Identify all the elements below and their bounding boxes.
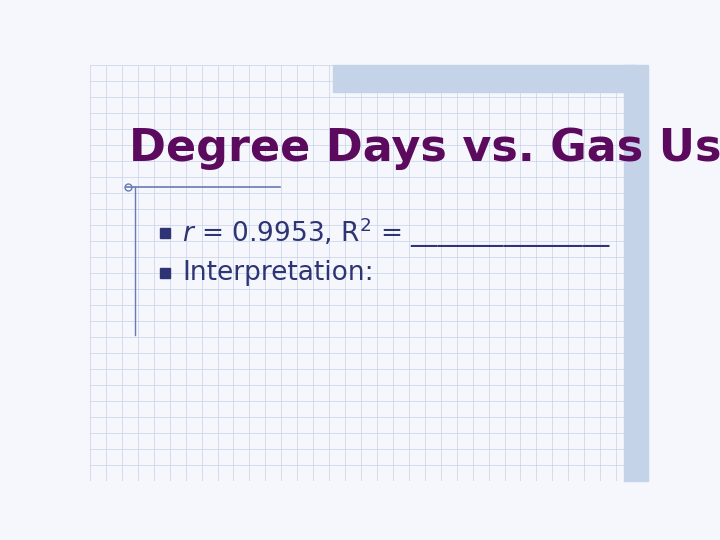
Bar <box>624 65 648 481</box>
Bar <box>333 65 636 92</box>
Text: Degree Days vs. Gas Usage: Degree Days vs. Gas Usage <box>129 127 720 170</box>
Text: Interpretation:: Interpretation: <box>182 260 374 286</box>
Text: $\it{r}$ = 0.9953, R$^2$ = _______________: $\it{r}$ = 0.9953, R$^2$ = _____________… <box>182 216 611 251</box>
